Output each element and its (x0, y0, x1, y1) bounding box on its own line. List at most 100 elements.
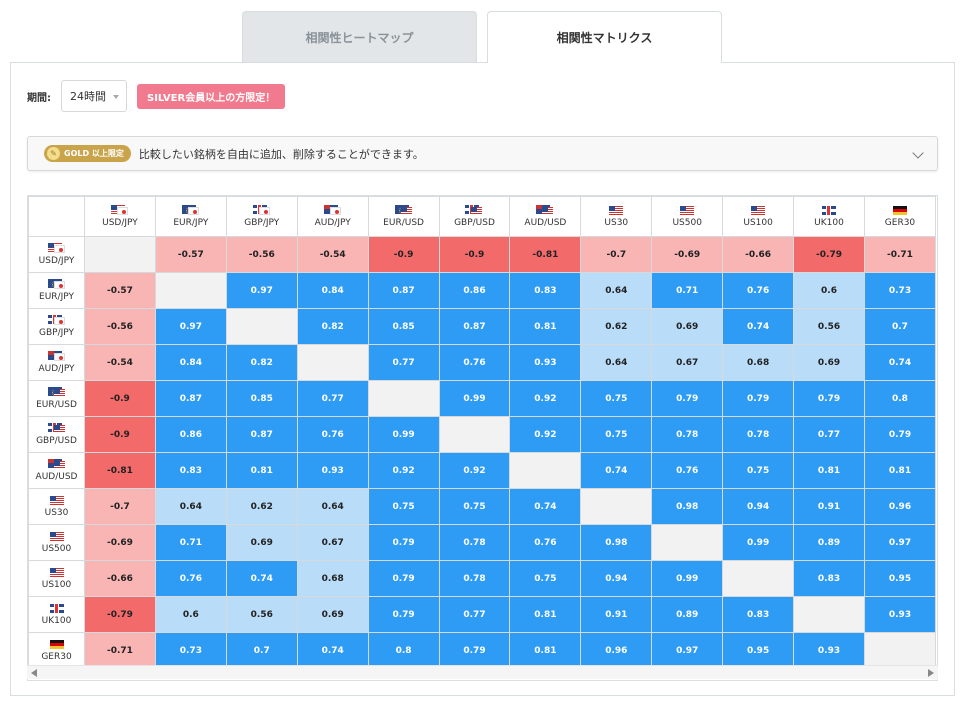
correlation-cell: 0.67 (651, 344, 724, 381)
column-header-label: AUD/USD (524, 218, 567, 228)
row-header-label: EUR/USD (36, 400, 77, 410)
correlation-cell: 0.83 (722, 596, 795, 633)
tab-correlation-matrix[interactable]: 相関性マトリクス (487, 11, 722, 63)
column-header-label: AUD/JPY (314, 218, 351, 228)
correlation-cell: 0.62 (580, 308, 653, 345)
tab-correlation-heatmap[interactable]: 相関性ヒートマップ (242, 11, 477, 62)
column-header-label: GER30 (884, 217, 916, 228)
gold-feature-bar[interactable]: ✎ GOLD 以上限定 比較したい銘柄を自由に追加、削除することができます。 (27, 136, 938, 171)
row-header-uk100: UK100 (28, 596, 85, 633)
row-header-aud-usd: AUD/USD (28, 452, 85, 489)
correlation-cell: 0.76 (509, 524, 582, 561)
scroll-right-icon[interactable] (928, 669, 934, 677)
table-row: GBP/USD -0.9 0.86 0.87 0.76 0.99 0.92 0.75 0.78 0… (28, 416, 937, 453)
tab-bar: 相関性ヒートマップ 相関性マトリクス (0, 0, 967, 63)
row-header-label: GBP/JPY (39, 328, 74, 338)
correlation-cell: 0.81 (863, 452, 937, 489)
flag-us-icon (609, 205, 624, 215)
correlation-cell: 0.86 (438, 272, 511, 309)
correlation-cell: 0.86 (154, 416, 227, 453)
horizontal-scrollbar[interactable] (27, 665, 938, 679)
correlation-cell: 0.7 (863, 308, 937, 345)
row-header-eur-jpy: EUR/JPY (28, 272, 85, 309)
chevron-down-icon[interactable] (912, 147, 924, 159)
correlation-cell: -0.66 (84, 560, 156, 597)
flag-jp-icon (258, 207, 270, 215)
correlation-cell: 0.99 (438, 380, 511, 417)
correlation-cell: 0.76 (722, 272, 795, 309)
correlation-cell: -0.79 (793, 236, 865, 273)
caret-down-icon (113, 95, 119, 99)
correlation-cell: 0.83 (509, 272, 582, 309)
correlation-cell: 0.95 (863, 560, 937, 597)
row-header-ger30: GER30 (28, 632, 85, 669)
correlation-cell: 0.77 (438, 596, 511, 633)
correlation-cell: -0.71 (863, 236, 937, 273)
correlation-cell: -0.9 (367, 236, 440, 273)
correlation-cell: 0.74 (509, 488, 582, 525)
pair-flags-icon (110, 205, 129, 215)
correlation-cell: 0.96 (863, 488, 937, 525)
period-row: 期間: 24時間 SILVER会員以上の方限定！ (27, 80, 286, 112)
correlation-cell: 0.81 (225, 452, 298, 489)
table-row: GBP/JPY -0.56 0.97 0.82 0.85 0.87 0.81 0.62 0.69… (28, 308, 937, 345)
pair-flags-icon (181, 205, 200, 215)
row-header-label: UK100 (41, 615, 72, 626)
correlation-cell: 0.81 (793, 452, 865, 489)
period-select[interactable]: 24時間 (61, 80, 127, 112)
diagonal-cell (651, 524, 724, 561)
scroll-left-icon[interactable] (31, 669, 37, 677)
correlation-cell: -0.7 (580, 236, 653, 273)
row-header-label: AUD/JPY (38, 364, 75, 374)
correlation-cell: 0.79 (722, 380, 795, 417)
correlation-cell: 0.82 (296, 308, 369, 345)
pair-flags-icon (465, 205, 483, 215)
period-label: 期間: (27, 92, 51, 104)
table-row: UK100 -0.79 0.6 0.56 0.69 0.79 0.77 0.81 0.91 0.8… (28, 596, 937, 633)
diagonal-cell (154, 272, 227, 309)
correlation-cell: -0.56 (84, 308, 156, 345)
diagonal-cell (722, 560, 795, 597)
correlation-cell: 0.87 (367, 272, 440, 309)
diagonal-cell (509, 452, 582, 489)
correlation-cell: 0.64 (154, 488, 227, 525)
flag-us-icon (49, 495, 64, 505)
row-header-label: US500 (41, 543, 72, 554)
correlation-cell: 0.79 (367, 524, 440, 561)
column-header-us30: US30 (580, 196, 653, 237)
correlation-cell: 0.93 (296, 452, 369, 489)
column-header-label: USD/JPY (102, 218, 138, 228)
diagonal-cell (225, 308, 298, 345)
column-header-usd-jpy: USD/JPY (84, 196, 156, 237)
flag-jp-icon (53, 281, 65, 289)
pair-flags-icon (47, 387, 66, 397)
correlation-cell: 0.79 (793, 380, 865, 417)
correlation-cell: 0.92 (367, 452, 440, 489)
correlation-cell: 0.64 (580, 272, 653, 309)
table-row: EUR/JPY -0.57 0.97 0.84 0.87 0.86 0.83 0.64 0.71… (28, 272, 937, 309)
correlation-cell: -0.7 (84, 488, 156, 525)
table-row: US30 -0.7 0.64 0.62 0.64 0.75 0.75 0.74 0.98 0.94… (28, 488, 937, 525)
flag-us-icon (751, 205, 766, 215)
correlation-cell: 0.69 (225, 524, 298, 561)
correlation-cell: -0.9 (84, 380, 156, 417)
column-header-aud-usd: AUD/USD (509, 196, 582, 237)
flag-us-icon (53, 461, 65, 469)
pair-flags-icon (47, 459, 66, 469)
correlation-cell: 0.92 (509, 380, 582, 417)
correlation-cell: -0.79 (84, 596, 156, 633)
correlation-cell: 0.74 (863, 344, 937, 381)
column-header-label: UK100 (814, 217, 844, 228)
correlation-cell: 0.75 (722, 452, 795, 489)
column-header-us100: US100 (722, 196, 795, 237)
correlation-cell: 0.7 (225, 632, 298, 669)
flag-us-icon (49, 567, 64, 577)
silver-member-badge: SILVER会員以上の方限定！ (137, 83, 286, 109)
correlation-cell: -0.57 (154, 236, 227, 273)
pair-flags-icon (394, 205, 413, 215)
correlation-cell: 0.81 (509, 632, 582, 669)
flag-gb-icon (49, 603, 64, 613)
flag-us-icon (49, 531, 64, 541)
correlation-cell: 0.83 (793, 560, 865, 597)
flag-us-icon (53, 425, 65, 433)
